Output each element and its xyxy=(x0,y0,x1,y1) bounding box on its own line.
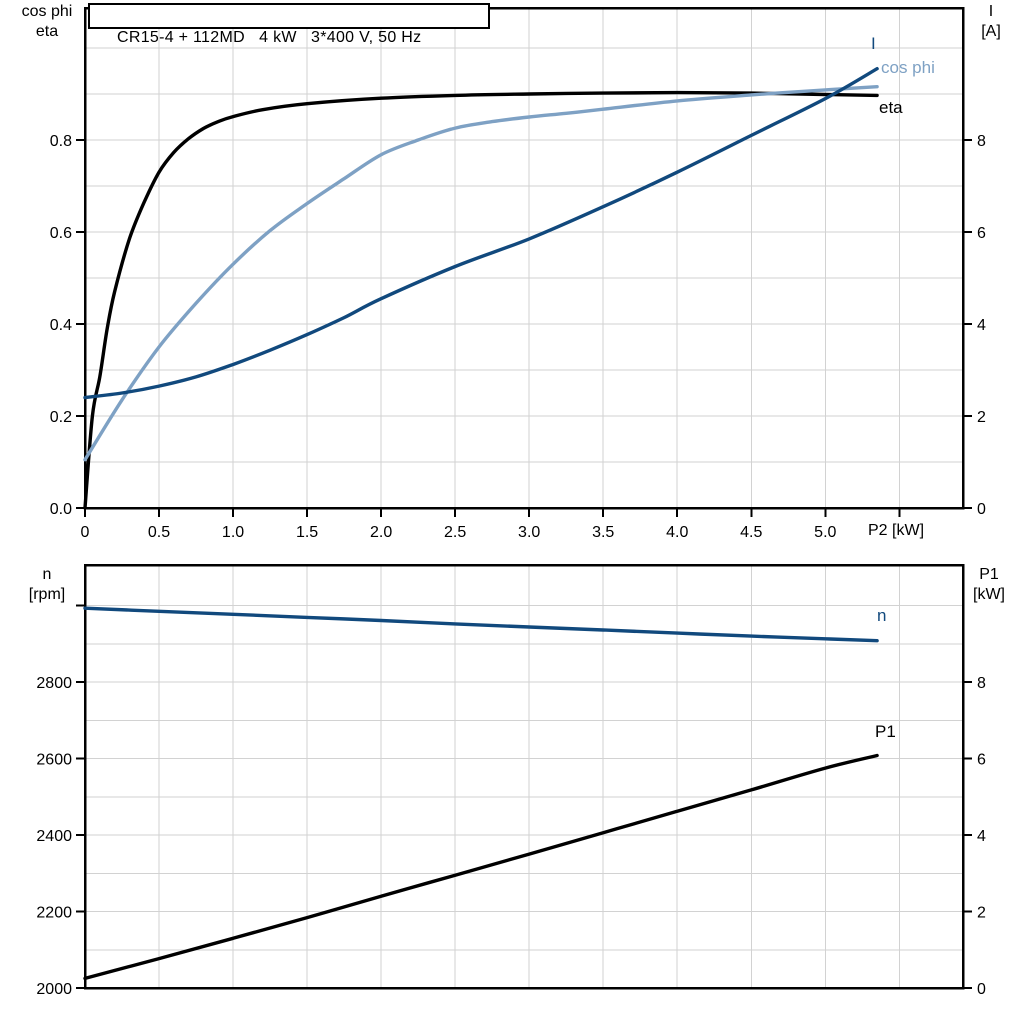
x-axis-label: P2 [kW] xyxy=(868,522,925,539)
curve-label-eta: eta xyxy=(879,98,903,117)
tick-label-right: 2 xyxy=(977,409,986,426)
axis-label-current-unit: [A] xyxy=(981,23,1001,40)
axis-label-p1-unit: [kW] xyxy=(973,586,1005,603)
tick-label-x: 1.5 xyxy=(296,524,318,541)
tick-label-right: 0 xyxy=(977,501,986,518)
tick-label-left: 2800 xyxy=(36,675,72,692)
tick-label-x: 1.0 xyxy=(222,524,244,541)
tick-label-x: 3.5 xyxy=(592,524,614,541)
tick-label-x: 3.0 xyxy=(518,524,540,541)
axis-label-eta: eta xyxy=(35,23,59,40)
tick-label-right: 8 xyxy=(977,133,986,150)
axis-label-speed-unit: [rpm] xyxy=(28,586,66,603)
curve-I xyxy=(83,67,879,400)
tick-label-x: 4.5 xyxy=(740,524,762,541)
axis-label-speed: n xyxy=(42,566,52,583)
curve-P1 xyxy=(83,753,879,981)
bottom-right-axis-label: P1 [kW] xyxy=(956,565,1022,605)
tick-label-left: 2600 xyxy=(36,752,72,769)
curve-n xyxy=(83,606,879,643)
axis-label-p1: P1 xyxy=(979,566,999,583)
tick-label-left: 0.6 xyxy=(50,225,72,242)
tick-label-right: 4 xyxy=(977,828,986,845)
tick-label-x: 2.0 xyxy=(370,524,392,541)
chart-title: CR15-4 + 112MD 4 kW 3*400 V, 50 Hz xyxy=(116,29,422,46)
tick-label-x: 0 xyxy=(81,524,90,541)
tick-label-left: 2400 xyxy=(36,828,72,845)
tick-label-right: 8 xyxy=(977,675,986,692)
curve-label-n: n xyxy=(877,606,887,625)
tick-label-left: 2200 xyxy=(36,905,72,922)
curve-label-P1: P1 xyxy=(875,722,896,741)
tick-label-right: 4 xyxy=(977,317,986,334)
top-left-axis-label: cos phi eta xyxy=(6,2,88,42)
curve-label-I: I xyxy=(871,34,876,53)
bottom-left-axis-label: n [rpm] xyxy=(6,565,88,605)
tick-label-right: 2 xyxy=(977,905,986,922)
tick-label-x: 5.0 xyxy=(814,524,836,541)
chart-title-box: CR15-4 + 112MD 4 kW 3*400 V, 50 Hz xyxy=(88,3,490,46)
tick-label-x: 4.0 xyxy=(666,524,688,541)
curve-cos-phi xyxy=(83,85,879,462)
tick-label-left: 0.0 xyxy=(50,501,72,518)
tick-label-right: 6 xyxy=(977,225,986,242)
tick-label-x: 2.5 xyxy=(444,524,466,541)
tick-label-left: 2000 xyxy=(36,981,72,998)
curve-label-cos-phi: cos phi xyxy=(881,58,935,77)
axis-label-cos-phi: cos phi xyxy=(21,3,73,20)
tick-label-right: 6 xyxy=(977,752,986,769)
tick-label-left: 0.2 xyxy=(50,409,72,426)
tick-label-right: 0 xyxy=(977,981,986,998)
top-right-axis-label: I [A] xyxy=(960,2,1022,42)
panel-frame-2 xyxy=(83,563,965,990)
tick-label-x: 0.5 xyxy=(148,524,170,541)
curve-eta xyxy=(83,90,879,510)
panel-frame-1 xyxy=(83,6,965,510)
tick-label-left: 0.8 xyxy=(50,133,72,150)
axis-label-current: I xyxy=(988,3,994,20)
tick-label-left: 0.4 xyxy=(50,317,72,334)
